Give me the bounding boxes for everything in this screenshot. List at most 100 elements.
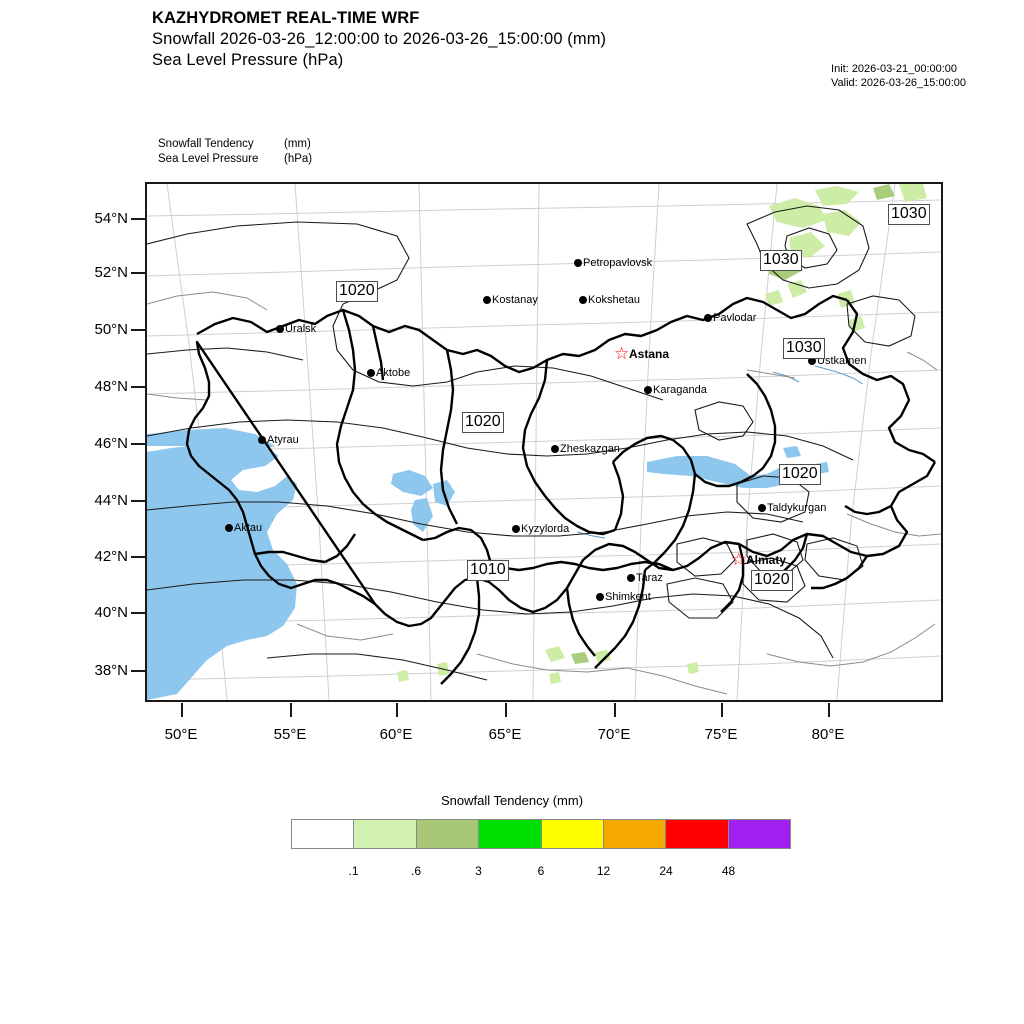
x-label-70: 70°E [597, 726, 631, 743]
city-label-petropavlovsk: Petropavlovsk [583, 257, 653, 269]
weather-map[interactable] [145, 182, 943, 702]
city-dot-petropavlovsk [574, 259, 582, 267]
x-tick-50 [181, 703, 183, 717]
colorbar-swatch-6[interactable] [666, 820, 729, 848]
city-label-taraz: Taraz [636, 572, 663, 584]
colorbar-tick-48: 48 [721, 864, 736, 878]
colorbar-swatch-1[interactable] [354, 820, 417, 848]
x-label-65: 65°E [488, 726, 522, 743]
graticule [147, 184, 941, 700]
city-dot-uralsk [276, 325, 284, 333]
map-canvas [147, 184, 941, 700]
neighbor-borders [147, 291, 941, 695]
isobar-label-1010-6: 1010 [467, 560, 509, 581]
y-label-52: 52°N [94, 264, 128, 281]
colorbar-swatch-3[interactable] [479, 820, 542, 848]
y-tick-40 [131, 612, 145, 614]
field-caption: Snowfall Tendency (mm) Sea Level Pressure… [158, 137, 312, 167]
isobar-label-1020-5: 1020 [779, 464, 821, 485]
header-pressure-line: Sea Level Pressure (hPa) [152, 51, 344, 69]
caption-pressure-name: Sea Level Pressure [158, 153, 259, 165]
x-tick-75 [721, 703, 723, 717]
city-label-karaganda: Karaganda [653, 384, 707, 396]
caption-pressure-unit: (hPa) [284, 153, 313, 165]
snowfall-shading [397, 184, 927, 684]
colorbar-tick-24: 24 [659, 864, 673, 878]
city-label-aktau: Aktau [234, 522, 263, 534]
colorbar-swatch-5[interactable] [603, 820, 667, 848]
caption-snowfall-name: Snowfall Tendency [158, 138, 254, 150]
city-dot-ustkamen [808, 357, 816, 365]
y-label-50: 50°N [94, 321, 128, 338]
colorbar-tick-.6: .6 [410, 864, 421, 878]
colorbar-swatch-7[interactable] [728, 820, 790, 848]
isobar-label-1030-3: 1030 [783, 338, 825, 359]
init-time: Init: 2026-03-21_00:00:00 [831, 63, 958, 75]
colorbar-swatch-4[interactable] [541, 820, 604, 848]
city-dot-karaganda [644, 386, 652, 394]
colorbar-tick-6: 6 [537, 864, 545, 878]
x-label-80: 80°E [811, 726, 845, 743]
city-dot-pavlodar [704, 314, 712, 322]
caption-row-pressure: Sea Level Pressure (hPa) [158, 152, 312, 167]
x-tick-65 [505, 703, 507, 717]
colorbar-tick-3: 3 [475, 864, 482, 878]
header-snowfall-line: Snowfall 2026-03-26_12:00:00 to 2026-03-… [152, 30, 607, 48]
x-tick-55 [290, 703, 292, 717]
city-dot-taraz [627, 574, 635, 582]
colorbar-title: Snowfall Tendency (mm) [440, 793, 584, 808]
x-tick-80 [828, 703, 830, 717]
isobar-label-1020-7: 1020 [751, 570, 793, 591]
colorbar-swatch-0[interactable] [292, 820, 355, 848]
capital-star-icon-astana: ☆ [614, 344, 630, 363]
page-title: KAZHYDROMET REAL-TIME WRF [152, 9, 420, 27]
header-block: KAZHYDROMET REAL-TIME WRF Snowfall 2026-… [152, 8, 852, 71]
city-label-kostanay: Kostanay [492, 294, 538, 306]
x-label-50: 50°E [164, 726, 198, 743]
city-dot-zheskazgan [551, 445, 559, 453]
caption-snowfall-unit: (mm) [284, 138, 311, 150]
y-label-54: 54°N [94, 210, 128, 227]
city-label-kokshetau: Kokshetau [588, 294, 640, 306]
city-label-taldykurgan: Taldykurgan [767, 502, 827, 514]
colorbar-swatch-2[interactable] [416, 820, 480, 848]
y-label-40: 40°N [94, 604, 128, 621]
city-label-zheskazgan: Zheskazgan [560, 443, 620, 455]
y-label-38: 38°N [94, 662, 128, 679]
city-dot-kostanay [483, 296, 491, 304]
y-label-42: 42°N [94, 548, 128, 565]
run-info: Init: 2026-03-21_00:00:00 Valid: 2026-03… [831, 62, 966, 90]
y-tick-44 [131, 500, 145, 502]
city-dot-kokshetau [579, 296, 587, 304]
city-dot-atyrau [258, 436, 266, 444]
x-label-75: 75°E [704, 726, 738, 743]
kazakhstan-border [185, 294, 937, 685]
x-tick-70 [614, 703, 616, 717]
city-dot-taldykurgan [758, 504, 766, 512]
y-tick-42 [131, 556, 145, 558]
isobar-label-1020-4: 1020 [462, 412, 504, 433]
capital-label-almaty: Almaty [746, 553, 787, 567]
x-tick-60 [396, 703, 398, 717]
y-label-46: 46°N [94, 435, 128, 452]
y-tick-54 [131, 218, 145, 220]
x-label-55: 55°E [273, 726, 307, 743]
y-label-48: 48°N [94, 378, 128, 395]
isobar-label-1030-2: 1030 [888, 204, 930, 225]
colorbar-tick-.1: .1 [348, 864, 359, 878]
y-tick-46 [131, 443, 145, 445]
colorbar-tick-labels: .1 .6 3 6 12 24 48 [291, 864, 791, 882]
city-label-shimkent: Shimkent [605, 591, 651, 603]
colorbar[interactable] [291, 819, 791, 849]
valid-time: Valid: 2026-03-26_15:00:00 [831, 77, 966, 89]
isobar-label-1030-1: 1030 [760, 250, 802, 271]
y-label-44: 44°N [94, 492, 128, 509]
colorbar-tick-12: 12 [596, 864, 611, 878]
y-tick-52 [131, 272, 145, 274]
y-tick-38 [131, 670, 145, 672]
capital-label-astana: Astana [629, 347, 670, 361]
city-dot-aktau [225, 524, 233, 532]
rivers [576, 365, 864, 539]
city-label-uralsk: Uralsk [285, 323, 317, 335]
city-label-aktobe: Aktobe [376, 367, 411, 379]
